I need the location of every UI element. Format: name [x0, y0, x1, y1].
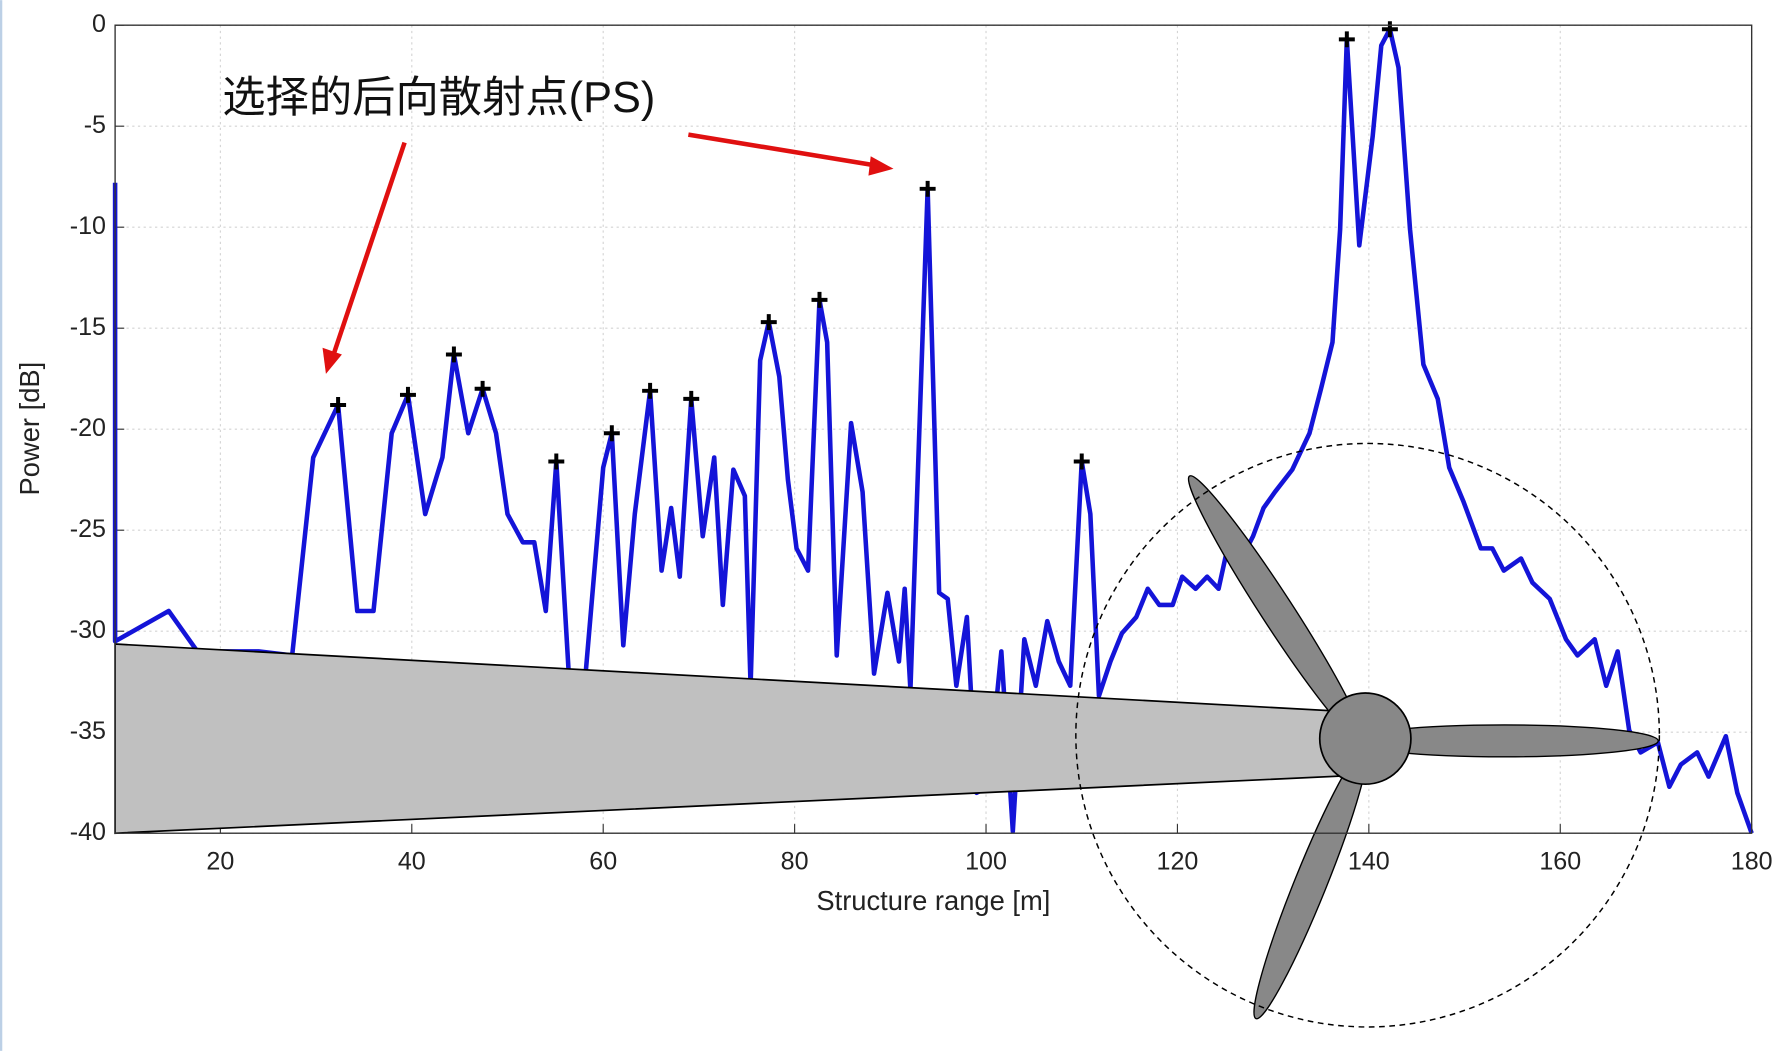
- x-tick-label: 180: [1731, 847, 1773, 875]
- y-tick-label: -20: [70, 414, 106, 442]
- y-tick-label: -5: [84, 111, 106, 139]
- y-tick-label: 0: [92, 10, 106, 38]
- x-axis-label: Structure range [m]: [816, 885, 1050, 916]
- x-tick-label: 160: [1539, 847, 1581, 875]
- y-tick-label: -40: [70, 818, 106, 846]
- x-tick-label: 40: [398, 847, 426, 875]
- chart: 0 -5 -10 -15 -20 -25 -30 -35 -40 20 40 60 80 100 120 14…: [0, 0, 1787, 1051]
- x-tick-label: 100: [965, 847, 1007, 875]
- x-tick-label: 120: [1157, 847, 1199, 875]
- y-tick-label: -30: [70, 616, 106, 644]
- y-tick-label: -15: [70, 313, 106, 341]
- x-tick-label: 60: [589, 847, 617, 875]
- y-tick-label: -35: [70, 717, 106, 745]
- y-tick-label: -10: [70, 212, 106, 240]
- hub: [1320, 693, 1411, 784]
- x-tick-label: 20: [206, 847, 234, 875]
- y-tick-label: -25: [70, 515, 106, 543]
- y-axis-label: Power [dB]: [14, 362, 45, 496]
- annotation: 选择的后向散射点(PS): [222, 74, 655, 122]
- x-tick-label: 80: [781, 847, 809, 875]
- x-tick-label: 140: [1348, 847, 1390, 875]
